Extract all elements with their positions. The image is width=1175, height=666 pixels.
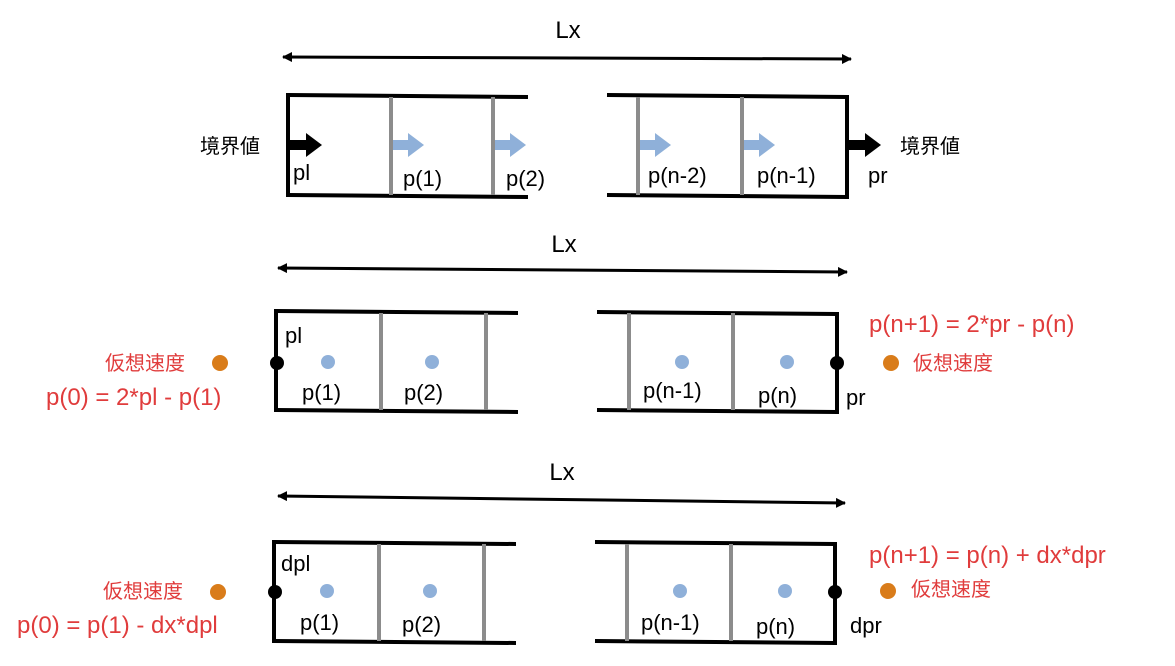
cell-label: p(1) <box>403 166 442 191</box>
cell-center-point <box>320 584 334 598</box>
cell-label: p(2) <box>404 380 443 405</box>
lx-label: Lx <box>549 459 574 486</box>
cell-label: p(n) <box>758 383 797 408</box>
ghost-point-right <box>883 355 899 371</box>
panel-2-dirichlet-ghost: Lx pl pr <box>46 231 1074 414</box>
pipe-left-segment <box>286 93 529 199</box>
panel-1-boundary-values: Lx <box>200 17 960 199</box>
flow-arrows <box>393 133 775 157</box>
cell-center-point <box>778 584 792 598</box>
ghost-point-left <box>210 584 226 600</box>
cell-label: p(n-1) <box>643 378 702 403</box>
lx-dimension-arrow <box>282 52 852 64</box>
ghost-point-left <box>212 355 228 371</box>
boundary-node-left <box>270 356 284 370</box>
boundary-node-right <box>830 356 844 370</box>
cell-label: p(1) <box>300 610 339 635</box>
lx-label: Lx <box>551 231 576 258</box>
right-boundary-label: 境界値 <box>900 134 960 158</box>
pl-label: pl <box>285 323 302 348</box>
cell-center-point <box>321 355 335 369</box>
pipe-right-segment <box>596 310 839 414</box>
cell-label: p(2) <box>402 612 441 637</box>
cell-dividers <box>389 97 744 195</box>
cell-centers <box>321 355 794 369</box>
cell-center-point <box>425 355 439 369</box>
lx-dimension-arrow <box>277 491 846 508</box>
pipe-right-segment <box>594 540 837 645</box>
cell-label: p(2) <box>506 166 545 191</box>
pl-label: pl <box>293 160 310 185</box>
boundary-arrow-right <box>849 133 881 157</box>
dpr-label: dpr <box>850 613 882 638</box>
ghost-label-left: 仮想速度 <box>105 351 185 375</box>
lx-dimension-arrow <box>277 263 848 277</box>
cell-label: p(n-2) <box>648 163 707 188</box>
cell-center-point <box>780 355 794 369</box>
cell-center-point <box>423 584 437 598</box>
cell-dividers <box>379 313 735 410</box>
pr-label: pr <box>868 163 888 188</box>
cell-label: p(n-1) <box>641 610 700 635</box>
pr-label: pr <box>846 385 866 410</box>
ghost-formula-right: p(n+1) = 2*pr - p(n) <box>869 311 1074 338</box>
ghost-label-right: 仮想速度 <box>913 351 993 375</box>
cell-label: p(n-1) <box>757 163 816 188</box>
flow-arrow <box>640 133 671 157</box>
ghost-formula-left: p(0) = p(1) - dx*dpl <box>17 612 218 639</box>
boundary-node-left <box>268 585 282 599</box>
ghost-label-left: 仮想速度 <box>103 579 183 603</box>
lx-label: Lx <box>555 17 580 44</box>
cell-center-point <box>675 355 689 369</box>
boundary-arrow-left <box>290 133 322 157</box>
cell-label: p(1) <box>302 380 341 405</box>
pipe-right-segment <box>606 93 849 199</box>
cell-label: p(n) <box>756 614 795 639</box>
flow-arrow <box>495 133 526 157</box>
left-boundary-label: 境界値 <box>200 134 260 158</box>
cell-dividers <box>377 544 733 641</box>
flow-arrow <box>393 133 424 157</box>
ghost-label-right: 仮想速度 <box>911 577 991 601</box>
flow-arrow <box>744 133 775 157</box>
panel-3-neumann-ghost: Lx dpl dpr p(1) p(2) <box>17 459 1106 645</box>
ghost-formula-right: p(n+1) = p(n) + dx*dpr <box>869 542 1106 569</box>
dpl-label: dpl <box>281 551 310 576</box>
ghost-formula-left: p(0) = 2*pl - p(1) <box>46 384 221 411</box>
cell-center-point <box>673 584 687 598</box>
ghost-point-right <box>880 583 896 599</box>
cell-centers <box>320 584 792 598</box>
boundary-node-right <box>828 585 842 599</box>
